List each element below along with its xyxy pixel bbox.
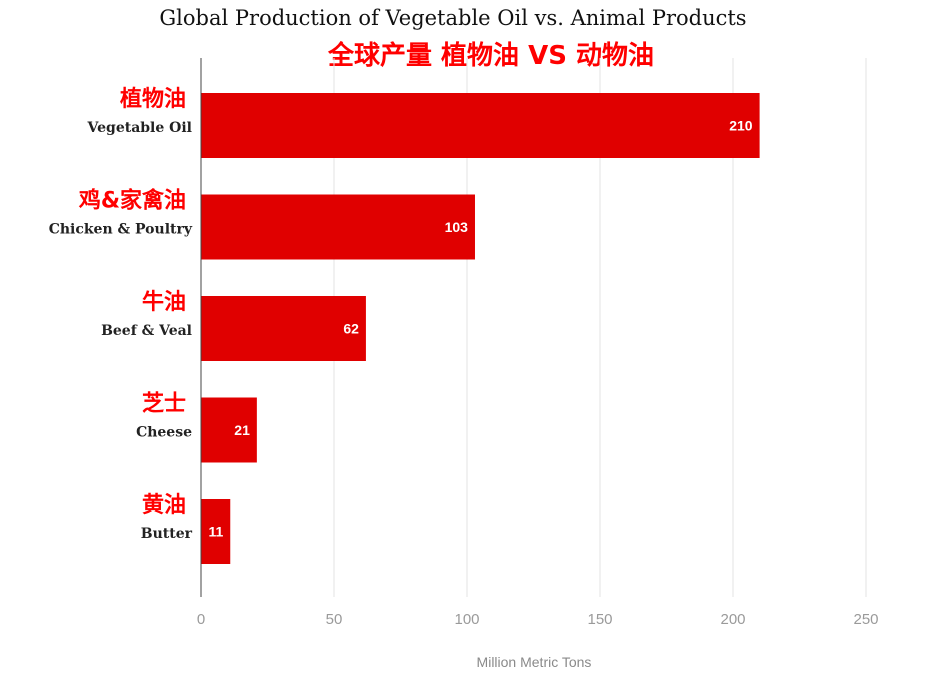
bars-group: 210 103 62 21 11: [201, 93, 760, 564]
category-label-en: Butter: [141, 526, 193, 542]
category-label-zh: 芝士: [142, 391, 186, 417]
bar: [201, 397, 257, 463]
chart-subtitle: 全球产量 植物油 VS 动物油: [327, 40, 654, 71]
x-tick-label: 0: [197, 611, 205, 628]
x-tick-label: 150: [587, 611, 612, 628]
category-label-zh: 牛油: [142, 289, 186, 315]
category-labels: 植物油 Vegetable Oil 鸡&家禽油 Chicken & Poultry 牛油…: [49, 86, 193, 542]
bar-value-label: 210: [729, 118, 753, 134]
category-label-zh: 鸡&家禽油: [78, 188, 186, 214]
bar: [201, 93, 760, 158]
chart-title: Global Production of Vegetable Oil vs. A…: [159, 6, 746, 30]
category-label-en: Vegetable Oil: [87, 120, 192, 136]
bar: [201, 499, 231, 564]
x-tick-label: 250: [853, 611, 878, 628]
bar: [201, 194, 475, 260]
bar-value-label: 11: [208, 524, 223, 540]
x-tick-label: 200: [720, 611, 745, 628]
bar-value-label: 103: [445, 219, 469, 235]
bar-value-label: 62: [343, 321, 359, 337]
x-tick-label: 100: [454, 611, 479, 628]
category-label-en: Chicken & Poultry: [49, 222, 193, 238]
x-tick-label: 50: [326, 611, 343, 628]
x-axis-label: Million Metric Tons: [477, 654, 592, 670]
category-label-en: Beef & Veal: [101, 323, 192, 339]
category-label-en: Cheese: [136, 425, 192, 441]
bar-value-label: 21: [234, 422, 250, 438]
category-label-zh: 植物油: [120, 86, 186, 112]
x-tick-labels: 0 50 100 150 200 250: [197, 611, 879, 628]
category-label-zh: 黄油: [142, 493, 186, 518]
bar: [201, 296, 366, 361]
